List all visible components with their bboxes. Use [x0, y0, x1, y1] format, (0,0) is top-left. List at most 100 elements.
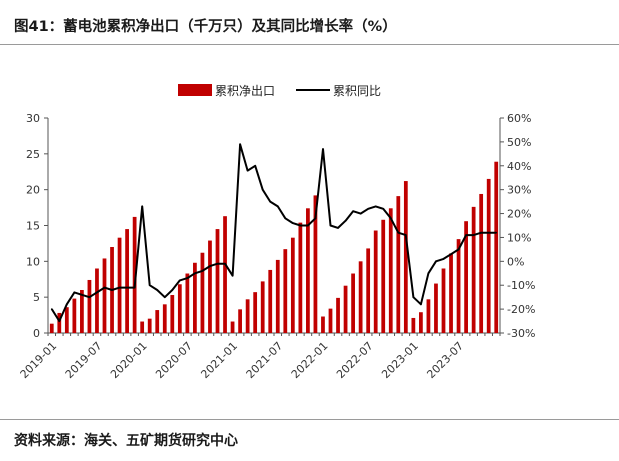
- x-tick-label: 2022-01: [289, 339, 331, 381]
- line-point: [179, 279, 181, 282]
- bar: [321, 316, 325, 333]
- y-right-tick-label: -10%: [507, 279, 535, 292]
- line-point: [81, 293, 83, 296]
- line-point: [367, 207, 369, 210]
- bar: [290, 237, 295, 333]
- line-point: [337, 227, 339, 229]
- bar: [117, 237, 122, 333]
- line-point: [126, 286, 128, 289]
- y-left-tick-label: 30: [26, 112, 40, 125]
- bar: [275, 259, 280, 333]
- line-point: [435, 260, 437, 263]
- line-point: [382, 207, 385, 210]
- y-right-tick-label: 10%: [507, 231, 531, 244]
- y-right-tick-label: 0%: [507, 255, 524, 268]
- source-note: 资料来源：海关、五矿期货研究中心: [14, 433, 238, 449]
- line-point: [231, 274, 234, 277]
- line-point: [352, 210, 354, 212]
- bar: [223, 216, 227, 333]
- y-right-tick-label: -20%: [507, 303, 535, 316]
- bar: [373, 230, 378, 333]
- bar: [283, 249, 288, 333]
- x-tick-label: 2021-01: [198, 339, 240, 381]
- line-point: [276, 205, 279, 208]
- line-point: [284, 217, 287, 220]
- line-point: [412, 296, 415, 298]
- x-tick-label: 2020-07: [153, 339, 195, 381]
- bar: [245, 299, 250, 333]
- bar: [343, 285, 348, 333]
- bar: [434, 283, 438, 333]
- line-point: [465, 234, 467, 236]
- bar: [132, 216, 137, 333]
- bar: [155, 310, 160, 333]
- bar: [351, 273, 355, 333]
- bar: [72, 298, 77, 333]
- y-right-tick-label: 40%: [507, 160, 531, 173]
- x-tick-label: 2023-01: [379, 339, 421, 381]
- line-point: [156, 289, 159, 291]
- bar: [456, 239, 461, 333]
- bar: [411, 317, 416, 333]
- line-point: [209, 265, 211, 267]
- line-point: [450, 253, 452, 255]
- bar: [313, 195, 318, 333]
- line-point: [307, 224, 309, 227]
- legend: 累积净出口 累积同比: [178, 84, 381, 98]
- line-point: [171, 289, 174, 291]
- line-point: [50, 308, 53, 310]
- bar: [140, 321, 145, 333]
- line-point: [457, 248, 460, 251]
- x-tick-label: 2019-07: [63, 339, 105, 381]
- line-point: [201, 270, 204, 272]
- bar: [426, 299, 431, 333]
- bar: [162, 304, 167, 333]
- line-point: [148, 284, 151, 287]
- legend-label-bar: 累积净出口: [215, 84, 275, 98]
- bar: [381, 219, 386, 333]
- line-point: [299, 224, 302, 227]
- y-left-tick-label: 5: [33, 291, 40, 304]
- bar: [328, 308, 333, 333]
- legend-swatch-bar: [178, 84, 212, 96]
- bar-series: [49, 161, 499, 333]
- bar: [486, 178, 491, 333]
- y-right-tick-label: 60%: [507, 112, 531, 125]
- bar: [208, 240, 212, 333]
- legend-label-line: 累积同比: [333, 84, 381, 98]
- y-left-tick-label: 20: [26, 184, 40, 197]
- bar: [253, 292, 258, 333]
- bar: [419, 312, 423, 333]
- line-point: [224, 262, 226, 265]
- line-point: [480, 231, 482, 234]
- bar: [366, 248, 371, 333]
- line-point: [96, 291, 98, 294]
- bar: [298, 222, 303, 333]
- bar: [95, 268, 99, 333]
- y-left-tick-label: 10: [26, 255, 40, 268]
- x-tick-label: 2019-01: [18, 339, 60, 381]
- line-point: [329, 224, 332, 227]
- line-point: [254, 164, 256, 167]
- figure-title: 图41：蓄电池累积净出口（千万只）及其同比增长率（%）: [14, 19, 397, 35]
- x-tick-label: 2022-07: [334, 339, 376, 381]
- line-point: [186, 277, 189, 279]
- line-point: [442, 258, 445, 260]
- bar: [268, 269, 273, 333]
- bar: [80, 290, 84, 333]
- x-tick-label: 2021-07: [244, 339, 286, 381]
- bar: [260, 281, 265, 333]
- bar: [230, 321, 235, 333]
- bar: [193, 262, 197, 333]
- line-point: [292, 222, 294, 224]
- line-point: [133, 286, 136, 289]
- line-point: [359, 212, 362, 215]
- line-point: [487, 231, 490, 234]
- line-point: [216, 262, 219, 265]
- y-right-tick-label: -30%: [507, 327, 535, 340]
- line-point: [405, 234, 407, 236]
- bar: [200, 252, 205, 333]
- line-point: [344, 219, 347, 222]
- line-point: [427, 272, 430, 275]
